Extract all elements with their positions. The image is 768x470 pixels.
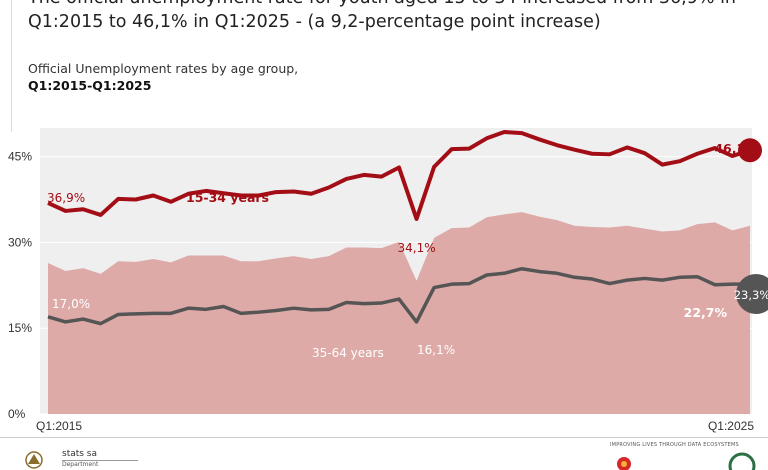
- total-end-label: 23,3%: [734, 288, 768, 302]
- tagline: IMPROVING LIVES THROUGH DATA ECOSYSTEMS: [610, 442, 739, 448]
- youth-end-marker: [738, 138, 762, 163]
- youth-min-label: 34,1%: [397, 241, 435, 255]
- y-tick-label: 0%: [8, 407, 26, 421]
- y-tick-label: 45%: [8, 150, 32, 164]
- total-area: [48, 212, 750, 414]
- stats-sa-logo: [25, 451, 138, 469]
- org-name: stats sa: [62, 449, 98, 459]
- y-tick-label: 30%: [8, 235, 32, 249]
- partner-logos: [617, 452, 756, 470]
- org-subtext: Department: [62, 461, 99, 468]
- adult-end-label: 22,7%: [684, 305, 728, 320]
- adult-min-label: 16,1%: [417, 343, 455, 357]
- series-label-35-64: 35-64 years: [312, 346, 384, 360]
- y-tick-label: 15%: [8, 321, 32, 335]
- chart-period: Q1:2015-Q1:2025: [28, 78, 152, 93]
- chart-subtitle: Official Unemployment rates by age group…: [28, 61, 299, 76]
- x-tick-label-first: Q1:2015: [36, 419, 82, 433]
- series-line-35-64: [47, 266, 750, 326]
- series-line-15-34: [47, 130, 751, 221]
- series-label-15-34: 15-34 years: [186, 190, 269, 205]
- adult-start-label: 17,0%: [52, 297, 90, 311]
- y-tick-labels: 0% 15% 30% 45%: [8, 150, 32, 421]
- unemployment-chart: 0%15%30%45% Q1:2015 Q1:2025 15-34 years …: [8, 128, 768, 433]
- left-rule: [11, 0, 12, 132]
- x-tick-label-last: Q1:2025: [708, 419, 754, 433]
- footer-divider: [0, 437, 768, 438]
- youth-start-label: 36,9%: [47, 191, 85, 205]
- total-end-marker: [736, 274, 768, 314]
- headline: The official unemployment rate for youth…: [28, 0, 736, 32]
